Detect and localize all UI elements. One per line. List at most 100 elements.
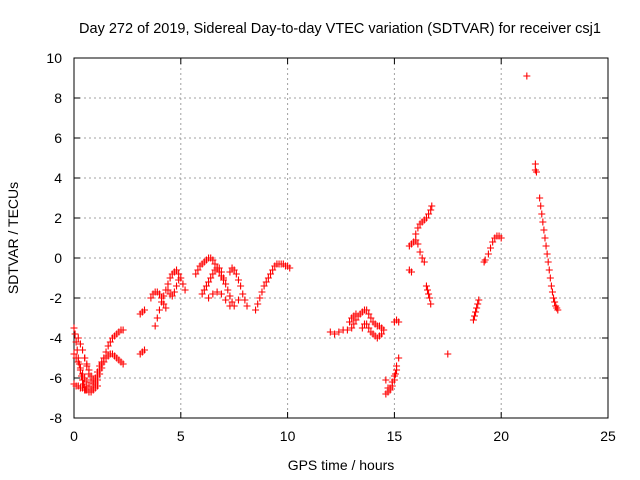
data-point xyxy=(76,364,84,372)
data-point xyxy=(258,288,266,296)
data-point xyxy=(213,288,221,296)
x-tick-label: 15 xyxy=(387,428,403,444)
data-point xyxy=(106,338,114,346)
data-point xyxy=(164,286,172,294)
data-point xyxy=(474,300,482,308)
x-axis-label: GPS time / hours xyxy=(288,457,395,473)
data-point xyxy=(72,354,80,362)
data-point xyxy=(79,370,87,378)
data-point xyxy=(260,282,268,290)
data-point xyxy=(224,286,232,294)
data-point xyxy=(473,304,481,312)
data-point xyxy=(267,270,275,278)
data-point xyxy=(416,248,424,256)
data-point xyxy=(160,292,168,300)
data-point xyxy=(484,250,492,258)
data-point xyxy=(205,278,213,286)
data-point xyxy=(546,274,554,282)
data-point xyxy=(471,312,478,320)
data-point xyxy=(192,270,200,278)
data-point xyxy=(72,338,80,346)
data-point xyxy=(414,240,422,248)
data-point xyxy=(537,202,545,210)
data-point xyxy=(523,72,531,80)
data-point xyxy=(74,358,82,366)
data-point xyxy=(420,258,428,266)
data-point xyxy=(226,292,234,300)
data-point xyxy=(81,354,89,362)
data-point xyxy=(217,268,225,276)
data-point xyxy=(100,354,108,362)
y-tick-label: 4 xyxy=(54,170,62,186)
data-point xyxy=(234,276,242,284)
axis-tick-labels: 0 5 10 15 20 25 -8 -6 -4 -2 0 2 4 6 8 10 xyxy=(46,50,616,444)
data-point xyxy=(222,280,230,288)
data-point xyxy=(175,270,183,278)
y-tick-label: 10 xyxy=(46,50,62,66)
data-point xyxy=(102,348,110,356)
y-tick-label: 8 xyxy=(54,90,62,106)
data-point xyxy=(550,294,558,302)
data-point xyxy=(153,314,161,322)
data-point xyxy=(179,280,187,288)
data-point xyxy=(346,318,354,326)
data-point xyxy=(98,358,106,366)
data-point xyxy=(96,362,104,370)
data-point xyxy=(205,294,213,302)
data-point xyxy=(91,380,99,388)
data-point xyxy=(497,234,505,242)
data-point xyxy=(269,266,277,274)
data-point xyxy=(350,320,358,328)
data-point xyxy=(70,324,78,332)
data-point xyxy=(209,256,217,264)
data-point xyxy=(140,346,148,354)
data-point xyxy=(487,244,495,252)
data-point xyxy=(489,238,497,246)
data-point xyxy=(358,324,366,332)
data-point xyxy=(181,286,189,294)
data-point xyxy=(427,206,435,214)
data-point xyxy=(74,334,82,342)
x-tick-label: 25 xyxy=(600,428,616,444)
data-point xyxy=(541,234,549,242)
chart-title: Day 272 of 2019, Sidereal Day-to-day VTE… xyxy=(79,21,601,37)
data-point xyxy=(384,388,392,396)
data-point xyxy=(168,292,176,300)
x-tick-label: 5 xyxy=(177,428,185,444)
data-point xyxy=(395,318,403,326)
data-point xyxy=(412,236,420,244)
data-point xyxy=(83,378,91,386)
y-tick-label: -2 xyxy=(50,290,63,306)
data-point xyxy=(147,294,155,302)
data-point xyxy=(200,286,208,294)
data-point xyxy=(202,282,210,290)
data-point xyxy=(548,288,556,296)
data-point xyxy=(166,274,174,282)
data-point xyxy=(348,324,356,332)
data-point xyxy=(85,366,93,374)
data-point xyxy=(155,290,163,298)
data-point xyxy=(554,306,562,314)
data-point xyxy=(209,290,217,298)
data-point xyxy=(93,368,101,376)
data-point xyxy=(352,310,360,318)
data-point xyxy=(425,210,433,218)
data-point xyxy=(215,264,223,272)
data-point xyxy=(444,350,452,358)
data-point xyxy=(547,282,555,290)
data-point xyxy=(543,250,551,258)
data-point xyxy=(538,210,546,218)
data-point xyxy=(427,300,435,308)
data-point xyxy=(175,276,183,284)
data-point xyxy=(217,290,225,298)
data-point xyxy=(76,340,84,348)
data-point xyxy=(264,274,272,282)
data-point xyxy=(365,310,373,318)
data-point xyxy=(220,274,228,282)
data-points xyxy=(70,72,562,398)
data-point xyxy=(428,202,436,210)
data-point xyxy=(380,326,388,334)
data-point xyxy=(539,218,547,226)
data-point xyxy=(388,378,396,386)
data-point xyxy=(343,326,351,334)
